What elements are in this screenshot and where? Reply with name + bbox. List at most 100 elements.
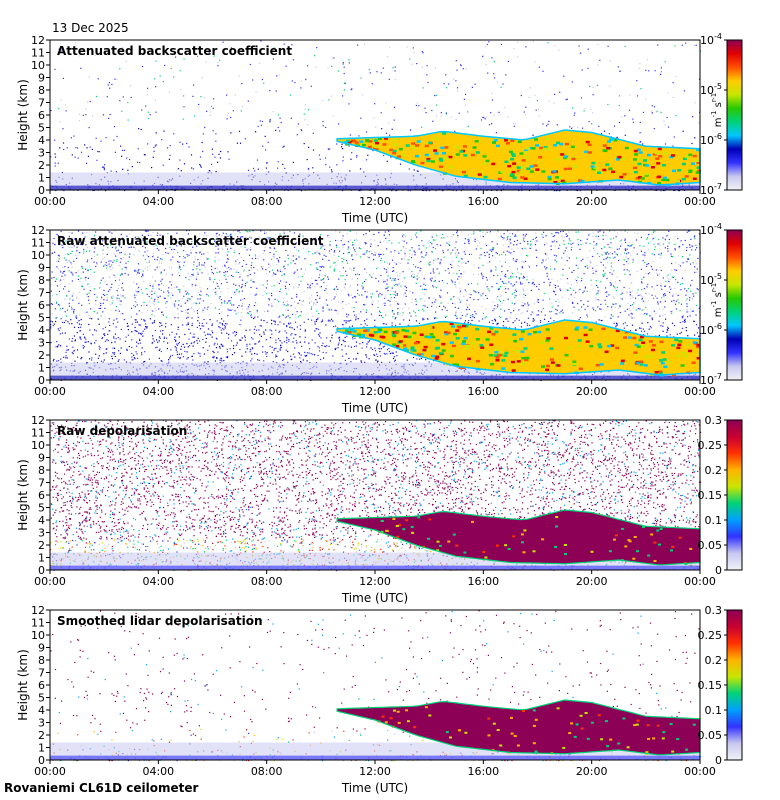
noise-pixel — [82, 345, 84, 347]
noise-pixel — [247, 231, 249, 233]
noise-pixel — [496, 243, 498, 245]
noise-pixel — [425, 247, 427, 249]
noise-pixel — [616, 137, 618, 139]
noise-pixel — [614, 306, 616, 309]
noise-pixel — [394, 79, 397, 81]
noise-pixel — [475, 291, 477, 293]
noise-pixel — [524, 235, 526, 237]
noise-pixel — [404, 253, 406, 255]
noise-pixel — [331, 334, 333, 336]
chart-title: Attenuated backscatter coefficient — [57, 44, 292, 58]
noise-pixel — [256, 353, 258, 355]
noise-pixel — [654, 70, 656, 72]
noise-pixel — [100, 279, 102, 281]
noise-pixel — [617, 66, 619, 68]
noise-pixel — [117, 360, 119, 362]
noise-pixel — [496, 298, 498, 300]
cloud-pixel — [644, 174, 649, 177]
noise-pixel — [632, 118, 634, 120]
noise-pixel — [595, 269, 597, 271]
noise-pixel — [156, 266, 158, 268]
noise-pixel — [461, 314, 463, 317]
noise-pixel — [592, 112, 594, 114]
noise-pixel — [592, 232, 594, 234]
noise-pixel — [205, 337, 207, 340]
noise-pixel — [100, 360, 102, 362]
noise-pixel — [377, 360, 379, 362]
noise-pixel — [362, 286, 364, 288]
noise-pixel — [288, 288, 290, 290]
noise-pixel — [578, 45, 580, 47]
x-tick-label: 00:00 — [34, 195, 66, 208]
noise-pixel — [396, 293, 398, 295]
noise-pixel — [393, 255, 395, 258]
noise-pixel — [356, 232, 358, 234]
noise-pixel — [278, 300, 280, 303]
noise-pixel — [97, 318, 99, 320]
noise-pixel — [283, 239, 285, 241]
noise-pixel — [567, 243, 570, 245]
noise-pixel — [693, 320, 695, 322]
noise-pixel — [302, 359, 304, 361]
noise-pixel — [445, 74, 447, 76]
noise-pixel — [147, 111, 149, 113]
noise-pixel — [356, 154, 358, 157]
cloud-pixel — [523, 177, 528, 180]
noise-pixel — [253, 266, 255, 269]
y-tick-label: 2 — [38, 159, 45, 172]
noise-pixel — [75, 147, 77, 149]
cloud-pixel — [535, 168, 540, 171]
noise-pixel — [203, 353, 205, 355]
noise-pixel — [93, 310, 95, 312]
noise-pixel — [167, 252, 169, 254]
noise-pixel — [138, 291, 140, 293]
noise-pixel — [542, 123, 544, 125]
noise-pixel — [520, 283, 522, 285]
noise-pixel — [442, 190, 444, 192]
noise-pixel — [134, 306, 136, 308]
noise-pixel — [60, 99, 62, 101]
noise-pixel — [394, 291, 396, 293]
noise-pixel — [308, 146, 310, 148]
noise-pixel — [355, 341, 358, 343]
noise-pixel — [121, 47, 124, 49]
noise-pixel — [493, 73, 495, 75]
noise-pixel — [80, 277, 82, 279]
noise-pixel — [292, 353, 295, 355]
cloud-pixel — [557, 176, 562, 179]
noise-pixel — [79, 330, 81, 332]
noise-pixel — [483, 291, 485, 293]
noise-pixel — [500, 43, 502, 45]
noise-pixel — [154, 258, 156, 260]
noise-pixel — [618, 95, 621, 97]
noise-pixel — [434, 317, 436, 319]
noise-pixel — [269, 121, 271, 123]
noise-pixel — [273, 320, 275, 322]
noise-pixel — [148, 295, 150, 298]
noise-pixel — [97, 151, 99, 153]
noise-pixel — [175, 340, 177, 342]
noise-pixel — [664, 239, 666, 241]
noise-pixel — [109, 114, 111, 116]
noise-pixel — [226, 254, 228, 256]
noise-pixel — [174, 317, 176, 319]
noise-pixel — [389, 305, 391, 307]
noise-pixel — [331, 95, 333, 97]
noise-pixel — [491, 270, 493, 272]
noise-pixel — [111, 297, 113, 299]
noise-pixel — [187, 255, 189, 257]
noise-pixel — [104, 334, 106, 337]
noise-pixel — [612, 257, 614, 259]
noise-pixel — [57, 162, 59, 164]
noise-pixel — [337, 344, 339, 346]
noise-pixel — [503, 300, 505, 302]
noise-pixel — [207, 328, 210, 330]
noise-pixel — [627, 231, 629, 233]
noise-pixel — [484, 118, 486, 120]
noise-pixel — [589, 233, 591, 235]
noise-pixel — [687, 288, 689, 290]
cloud-pixel — [622, 173, 627, 176]
noise-pixel — [551, 278, 553, 280]
noise-pixel — [309, 284, 311, 286]
noise-pixel — [351, 325, 353, 327]
